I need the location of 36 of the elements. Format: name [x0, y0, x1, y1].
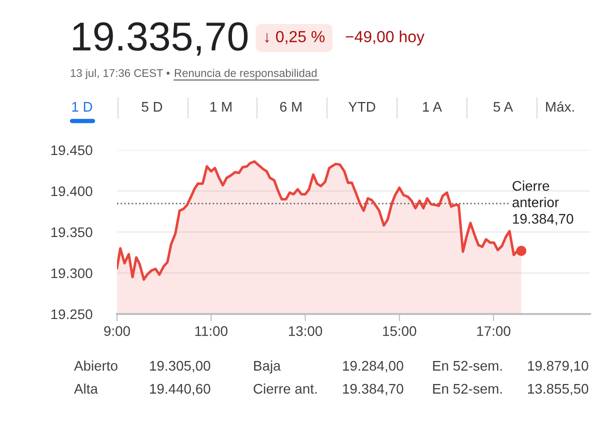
- x-tick-label: 15:00: [383, 326, 416, 336]
- x-tick-label: 9:00: [104, 326, 130, 336]
- y-tick-label: 19.250: [51, 309, 92, 320]
- text: 19.440,60: [150, 384, 210, 396]
- text: 13.855,50: [528, 384, 588, 396]
- ref-line-label: Cierre anterior 19.384,70: [512, 180, 574, 226]
- text: 1 A: [423, 102, 442, 112]
- text: Alta: [74, 384, 98, 394]
- y-tick-label: 19.450: [51, 145, 92, 156]
- text: 19.305,00: [150, 360, 210, 372]
- text: 5 D: [142, 102, 162, 112]
- text: ↓ 0,25 %: [265, 30, 325, 44]
- text: Máx.: [546, 101, 574, 112]
- text: En 52-sem.: [433, 384, 502, 394]
- text: YTD: [348, 102, 376, 112]
- y-tick-label: 19.300: [51, 268, 92, 278]
- text: 5 A: [494, 102, 514, 112]
- chart-title: 19.335,70: [73, 22, 248, 56]
- text: 6 M: [280, 102, 302, 112]
- text: 13 jul, 17:36 CEST •: [70, 68, 170, 80]
- text: 19.284,00: [343, 360, 404, 372]
- text: Cierre ant.: [254, 384, 317, 394]
- text: Abierto: [74, 360, 118, 371]
- text: Renuncia de responsabilidad: [174, 68, 317, 80]
- x-tick-label: 11:00: [195, 326, 228, 336]
- text: −49,00 hoy: [346, 30, 424, 46]
- text: 1 M: [210, 102, 232, 112]
- text: En 52-sem.: [433, 360, 502, 371]
- text: 1 D: [72, 102, 92, 112]
- text: 19.879,10: [528, 360, 588, 372]
- x-tick-label: 13:00: [288, 326, 322, 336]
- y-tick-label: 19.350: [51, 227, 92, 238]
- text: Baja: [254, 360, 281, 374]
- x-tick-label: 17:00: [477, 326, 510, 336]
- text: 19.384,70: [343, 384, 404, 396]
- y-tick-label: 19.400: [51, 186, 92, 196]
